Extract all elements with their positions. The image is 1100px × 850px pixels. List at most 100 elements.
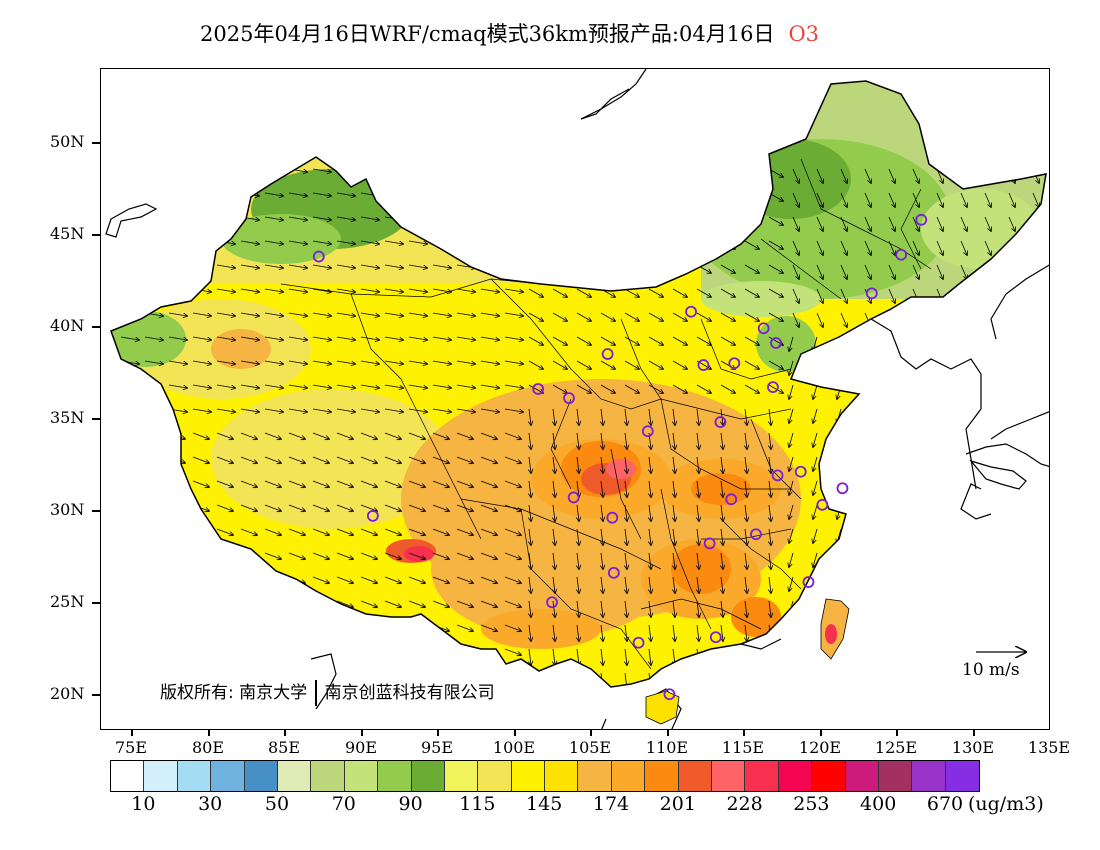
wind-arrow [480, 168, 499, 172]
wind-arrow [168, 528, 185, 535]
station-marker [685, 305, 697, 318]
wind-arrow [697, 624, 699, 641]
wind-arrow [933, 384, 938, 399]
wind-arrow [576, 240, 591, 249]
wind-arrow [697, 504, 699, 521]
wind-arrow [480, 216, 499, 220]
wind-arrow [120, 504, 137, 511]
wind-arrow [192, 648, 209, 655]
wind-arrow [312, 432, 329, 439]
wind-arrow [240, 528, 257, 535]
wind-arrow [408, 576, 425, 583]
wind-arrow [312, 528, 329, 535]
wind-arrow [312, 336, 331, 340]
wind-arrow [504, 216, 523, 220]
wind-arrow [264, 384, 283, 388]
lon-label: 120E [798, 738, 842, 757]
wind-arrow [837, 672, 842, 687]
wind-arrow [312, 456, 329, 463]
wind-arrow [120, 576, 137, 583]
wind-arrow [456, 192, 475, 196]
wind-arrow [312, 168, 331, 172]
wind-arrow [312, 240, 331, 244]
wind-arrow [792, 288, 799, 303]
wind-arrow [984, 288, 991, 303]
wind-arrow [600, 336, 615, 345]
wind-arrow [456, 384, 475, 388]
wind-arrow [529, 600, 531, 617]
copyright-org2: 南京创蓝科技有限公司 [324, 683, 495, 703]
wind-arrow [837, 697, 841, 711]
wind-arrow [720, 192, 735, 201]
wind-arrow [936, 240, 943, 255]
wind-arrow [673, 408, 675, 425]
wind-arrow [216, 360, 235, 364]
wind-arrow [504, 576, 521, 583]
wind-arrow [1029, 672, 1034, 687]
wind-arrow [264, 480, 281, 487]
wind-arrow [144, 168, 163, 172]
wind-arrow [240, 456, 257, 463]
wind-arrow [120, 192, 139, 196]
wind-arrow [120, 384, 139, 388]
wind-arrow [144, 576, 161, 583]
wind-arrow [909, 480, 914, 495]
wind-arrow [813, 456, 818, 471]
wind-arrow [648, 336, 663, 345]
wind-arrow [840, 168, 847, 183]
wind-arrow [933, 697, 937, 711]
wind-arrow [312, 480, 329, 487]
colorbar-swatch [712, 761, 746, 791]
station-marker [714, 416, 727, 428]
wind-arrow [721, 624, 723, 641]
wind-arrow [789, 480, 794, 495]
wind-arrow [861, 672, 866, 687]
wind-arrow [480, 600, 497, 607]
wind-arrow [625, 432, 627, 449]
wind-arrow [744, 264, 759, 273]
wind-arrow [888, 288, 895, 303]
wind-arrow [553, 552, 555, 569]
wind-arrow [288, 456, 305, 463]
wind-arrow [933, 480, 938, 495]
wind-arrow [240, 384, 259, 388]
wind-arrow [648, 360, 663, 369]
wind-arrow [552, 216, 567, 225]
wind-arrow [813, 432, 818, 447]
wind-arrow [264, 456, 281, 463]
wind-arrow [789, 456, 794, 471]
wind-arrow [672, 360, 687, 369]
wind-arrow [528, 168, 543, 177]
wind-arrow [672, 168, 687, 177]
wind-arrow [288, 312, 307, 316]
colorbar-swatch [745, 761, 779, 791]
wind-arrow [528, 360, 543, 369]
wind-arrow [480, 336, 499, 340]
wind-arrow [837, 360, 842, 375]
station-marker [757, 322, 770, 335]
wind-arrow [768, 192, 783, 201]
wind-arrow [625, 408, 627, 425]
station-marker [771, 469, 784, 482]
wind-arrow [673, 432, 675, 449]
wind-arrow [721, 432, 723, 449]
wind-arrow [456, 288, 475, 292]
colorbar-swatch [511, 761, 546, 791]
wind-arrow [384, 456, 401, 463]
wind-reference-label: 10 m/s [962, 660, 1020, 680]
wind-arrow [789, 384, 794, 399]
wind-arrow [529, 528, 531, 545]
wind-arrow [601, 624, 603, 641]
wind-arrow [649, 648, 651, 665]
wind-arrow [120, 288, 139, 292]
wind-arrow [885, 576, 890, 591]
wind-arrow [697, 552, 699, 569]
colorbar-swatch [177, 761, 212, 791]
wind-arrow [552, 360, 567, 369]
wind-arrow [672, 336, 687, 345]
wind-arrow [384, 624, 401, 631]
colorbar-swatch [545, 761, 579, 791]
wind-arrow [264, 432, 281, 439]
colorbar-swatch [478, 761, 512, 791]
wind-arrow [912, 264, 919, 279]
